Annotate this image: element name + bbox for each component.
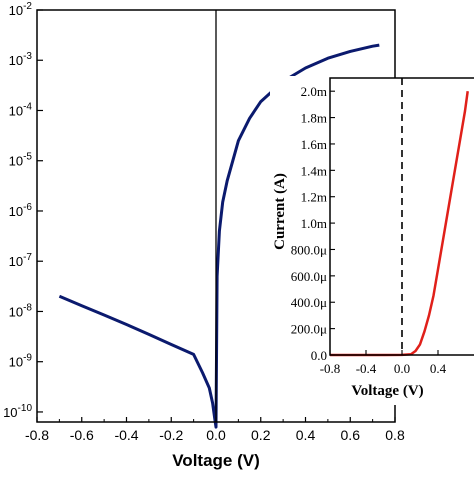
- inset-y-tick-label: 1.8m: [301, 111, 327, 126]
- inset-y-tick-label: 2.0m: [301, 84, 327, 99]
- main-series-line: [58, 43, 380, 429]
- main-x-tick-label: -0.6: [70, 427, 94, 443]
- main-x-tick-label: 0.8: [385, 427, 405, 443]
- inset-x-tick-label: -0.8: [320, 361, 341, 376]
- main-x-axis-label: Voltage (V): [172, 451, 260, 470]
- main-x-tick-label: -0.4: [114, 427, 138, 443]
- inset-y-tick-label: 1.4m: [301, 163, 327, 178]
- inset-x-tick-label: -0.4: [356, 361, 377, 376]
- inset-y-tick-label: 0.0: [311, 348, 327, 363]
- inset-plot-frame: [329, 77, 474, 356]
- inset-y-tick-label: 1.2m: [301, 190, 327, 205]
- main-x-tick-label: 0.6: [341, 427, 361, 443]
- inset-y-tick-label: 200.0μ: [291, 322, 327, 337]
- main-x-tick-label: -0.8: [25, 427, 49, 443]
- inset-y-tick-label: 1.6m: [301, 137, 327, 152]
- inset-y-tick-label: 800.0μ: [291, 242, 327, 257]
- inset-y-tick-label: 1.0m: [301, 216, 327, 231]
- inset-plot: 0.0 200.0μ 400.0μ 600.0μ 800.0μ 1.0m 1.2m 1.4m 1…: [270, 76, 474, 416]
- main-x-tick-label: 0.2: [251, 427, 271, 443]
- main-y-tick-label: 10-8: [9, 302, 33, 319]
- main-y-tick-label: 10-9: [9, 353, 33, 370]
- main-y-tick-label: 10-7: [9, 252, 33, 269]
- inset-x-tick-label: 0.0: [394, 361, 410, 376]
- inset-x-axis-label: Voltage (V): [351, 383, 423, 399]
- inset-y-tick-label: 400.0μ: [291, 295, 327, 310]
- main-x-tick-label: 0.0: [206, 427, 226, 443]
- inset-y-axis-label: Current (A): [272, 173, 288, 250]
- main-x-tick-label: -0.2: [159, 427, 183, 443]
- main-plot: -0.8 -0.6 -0.4 -0.2 0.0 0.2 0.4 0.6 0.8 10-10 10-9…: [3, 1, 405, 470]
- main-y-tick-label: 10-2: [9, 1, 33, 18]
- inset-axis-background: [310, 355, 474, 405]
- main-y-tick-label: 10-4: [9, 101, 33, 118]
- main-x-tick-label: 0.4: [296, 427, 316, 443]
- main-y-tick-label: 10-6: [9, 202, 33, 219]
- inset-y-tick-label: 600.0μ: [291, 269, 327, 284]
- main-y-tick-label: 10-10: [3, 403, 32, 420]
- main-y-tick-label: 10-3: [9, 51, 33, 68]
- main-y-tick-label: 10-5: [9, 152, 33, 169]
- inset-x-tick-label: 0.4: [430, 361, 447, 376]
